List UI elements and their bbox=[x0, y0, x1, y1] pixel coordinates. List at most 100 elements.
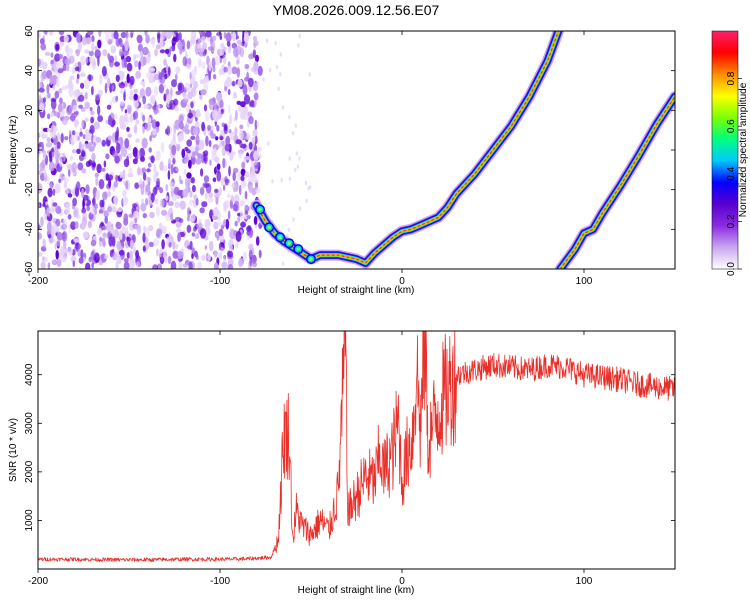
noise-blob bbox=[60, 132, 64, 144]
noise-blob bbox=[44, 51, 51, 56]
noise-blob bbox=[170, 212, 174, 222]
noise-blob bbox=[252, 82, 259, 92]
noise-blob bbox=[74, 221, 79, 229]
noise-blob bbox=[154, 184, 161, 191]
snr-line bbox=[38, 331, 675, 562]
noise-blob bbox=[208, 240, 214, 252]
noise-blob bbox=[172, 241, 176, 250]
noise-blob bbox=[91, 160, 96, 171]
noise-blob bbox=[82, 198, 85, 210]
noise-blob bbox=[128, 96, 134, 101]
noise-blob bbox=[70, 255, 77, 263]
noise-blob bbox=[133, 93, 138, 101]
noise-blob bbox=[155, 121, 160, 128]
colorbar-gradient bbox=[712, 31, 738, 269]
noise-blob bbox=[67, 246, 74, 256]
noise-blob bbox=[46, 83, 50, 94]
noise-blob bbox=[161, 239, 165, 250]
noise-blob bbox=[161, 225, 167, 234]
y-tick-label: 20 bbox=[24, 104, 35, 116]
noise-blob bbox=[205, 31, 212, 38]
noise-blob bbox=[47, 262, 51, 269]
noise-blob bbox=[94, 172, 99, 178]
noise-blob bbox=[55, 218, 61, 227]
noise-blob bbox=[156, 228, 163, 235]
x-tick-label: -100 bbox=[210, 576, 230, 587]
noise-blob bbox=[174, 106, 179, 112]
noise-blob bbox=[191, 151, 196, 159]
noise-blob bbox=[190, 177, 195, 184]
noise-blob bbox=[235, 109, 238, 121]
noise-blob bbox=[232, 167, 239, 174]
noise-blob bbox=[103, 210, 109, 218]
noise-blob bbox=[99, 74, 103, 85]
noise-blob bbox=[123, 258, 129, 263]
noise-blob bbox=[196, 261, 203, 269]
noise-blob bbox=[97, 115, 103, 123]
noise-blob bbox=[89, 56, 96, 65]
noise-blob bbox=[186, 139, 193, 147]
noise-blob bbox=[237, 105, 243, 112]
noise-blob bbox=[109, 226, 114, 234]
snr-panel: -200 -100 0 100 1000 2000 3000 4000 Height of … bbox=[8, 330, 676, 596]
noise-blob bbox=[222, 184, 226, 191]
noise-blob bbox=[209, 129, 214, 137]
noise-blob bbox=[102, 49, 108, 57]
noise-blob bbox=[72, 260, 76, 268]
colorbar-tick-label: 0.4 bbox=[726, 166, 737, 180]
noise-blob bbox=[204, 192, 208, 200]
noise-blob bbox=[50, 182, 53, 190]
noise-blob bbox=[243, 251, 247, 261]
noise-blob bbox=[143, 227, 150, 238]
noise-blob bbox=[234, 126, 238, 137]
noise-blob bbox=[88, 146, 95, 152]
noise-blob bbox=[107, 191, 112, 197]
noise-blob bbox=[80, 72, 86, 77]
noise-blob bbox=[47, 233, 52, 239]
noise-blob bbox=[155, 150, 161, 161]
noise-blob bbox=[107, 53, 110, 60]
noise-blob bbox=[72, 148, 77, 154]
noise-blob bbox=[255, 54, 259, 63]
noise-blob bbox=[67, 214, 72, 220]
noise-blob bbox=[281, 105, 285, 110]
colorbar-frame bbox=[711, 30, 739, 270]
noise-blob bbox=[197, 43, 202, 49]
noise-blob bbox=[225, 32, 232, 42]
noise-blob bbox=[142, 46, 149, 56]
noise-blob bbox=[133, 110, 139, 120]
noise-blob bbox=[122, 45, 125, 52]
noise-blob bbox=[248, 185, 253, 193]
noise-blob bbox=[74, 90, 81, 97]
noise-blob bbox=[127, 133, 132, 138]
noise-blob bbox=[43, 168, 47, 178]
noise-blob bbox=[118, 249, 125, 256]
noise-blob bbox=[134, 182, 140, 189]
noise-blob bbox=[56, 259, 62, 267]
noise-blob bbox=[39, 102, 45, 113]
noise-blob bbox=[100, 254, 103, 260]
noise-blob bbox=[196, 222, 203, 230]
noise-blob bbox=[247, 111, 253, 117]
noise-blob bbox=[219, 136, 224, 141]
noise-blob bbox=[169, 99, 176, 111]
noise-blob bbox=[244, 156, 251, 161]
noise-blob bbox=[120, 31, 127, 39]
noise-blob bbox=[190, 101, 194, 109]
noise-blob bbox=[133, 246, 137, 255]
noise-blob bbox=[200, 36, 206, 43]
noise-blob bbox=[62, 218, 67, 230]
snr-y-label: SNR (10 * v/v) bbox=[8, 418, 19, 482]
noise-blob bbox=[90, 110, 95, 116]
noise-blob bbox=[129, 89, 134, 98]
noise-blob bbox=[122, 189, 127, 197]
noise-blob bbox=[175, 166, 179, 172]
noise-blob bbox=[223, 219, 227, 227]
noise-blob bbox=[149, 211, 155, 219]
noise-blob bbox=[231, 32, 237, 42]
y-tick-label: 60 bbox=[24, 25, 35, 37]
noise-blob bbox=[40, 71, 45, 82]
noise-blob bbox=[177, 232, 182, 243]
noise-blob bbox=[120, 71, 125, 79]
noise-blob bbox=[136, 34, 143, 44]
